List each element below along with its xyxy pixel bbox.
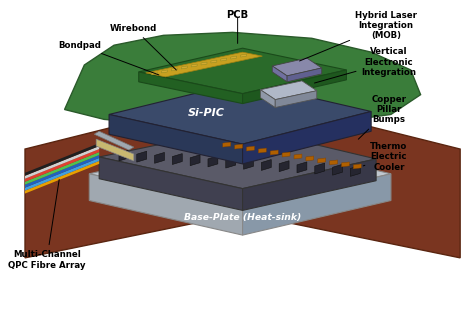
Text: PCB: PCB	[227, 10, 249, 19]
Polygon shape	[25, 143, 99, 176]
Polygon shape	[333, 164, 343, 175]
Polygon shape	[211, 60, 217, 63]
Polygon shape	[99, 127, 376, 188]
Polygon shape	[152, 72, 157, 75]
Polygon shape	[181, 66, 187, 69]
Text: Copper
Pillar
Bumps: Copper Pillar Bumps	[358, 95, 406, 139]
Polygon shape	[221, 58, 227, 61]
Polygon shape	[146, 52, 262, 77]
Text: Bondpad: Bondpad	[58, 41, 159, 75]
Polygon shape	[350, 166, 360, 176]
Polygon shape	[137, 151, 146, 162]
Polygon shape	[94, 131, 134, 150]
Polygon shape	[258, 148, 266, 153]
Polygon shape	[25, 158, 99, 191]
Polygon shape	[275, 91, 317, 108]
Polygon shape	[201, 62, 207, 65]
Polygon shape	[25, 161, 99, 193]
Polygon shape	[306, 156, 314, 161]
Polygon shape	[162, 70, 167, 73]
Polygon shape	[272, 58, 322, 76]
Polygon shape	[190, 155, 200, 166]
Polygon shape	[25, 146, 99, 179]
Polygon shape	[315, 163, 325, 174]
Text: Thermo
Electric
Cooler: Thermo Electric Cooler	[363, 142, 408, 172]
Polygon shape	[64, 32, 420, 124]
Polygon shape	[109, 82, 371, 144]
Polygon shape	[241, 54, 246, 57]
Polygon shape	[287, 68, 322, 82]
Polygon shape	[191, 64, 197, 67]
Polygon shape	[270, 150, 278, 155]
Polygon shape	[353, 164, 361, 169]
Polygon shape	[297, 162, 307, 173]
Polygon shape	[341, 162, 349, 167]
Polygon shape	[139, 72, 243, 104]
Polygon shape	[244, 158, 254, 169]
Polygon shape	[25, 149, 99, 182]
Polygon shape	[99, 157, 243, 210]
Polygon shape	[173, 154, 182, 164]
Polygon shape	[208, 156, 218, 167]
Polygon shape	[329, 160, 337, 165]
Polygon shape	[25, 95, 460, 258]
Polygon shape	[243, 174, 391, 235]
Text: Hybrid Laser
Integration
(MOB): Hybrid Laser Integration (MOB)	[300, 11, 417, 61]
Text: Base-Plate (Heat-sink): Base-Plate (Heat-sink)	[184, 213, 301, 222]
Polygon shape	[243, 112, 371, 164]
Polygon shape	[235, 144, 243, 149]
Polygon shape	[318, 158, 326, 163]
Polygon shape	[155, 152, 164, 163]
Polygon shape	[89, 139, 391, 208]
Polygon shape	[172, 68, 177, 71]
Text: Si-PIC: Si-PIC	[188, 108, 225, 118]
Text: Vertical
Electronic
Integration: Vertical Electronic Integration	[314, 47, 417, 83]
Polygon shape	[243, 70, 346, 104]
Polygon shape	[246, 146, 255, 151]
Polygon shape	[96, 139, 134, 161]
Text: Multi-Channel
QPC Fibre Array: Multi-Channel QPC Fibre Array	[8, 180, 85, 269]
Polygon shape	[139, 48, 346, 94]
Polygon shape	[282, 152, 290, 157]
Polygon shape	[260, 81, 317, 99]
Polygon shape	[25, 152, 99, 185]
Polygon shape	[226, 157, 236, 168]
Polygon shape	[243, 159, 376, 210]
Polygon shape	[223, 142, 231, 147]
Text: Wirebond: Wirebond	[110, 24, 176, 70]
Polygon shape	[231, 56, 237, 59]
Polygon shape	[109, 114, 243, 164]
Polygon shape	[25, 155, 99, 188]
Polygon shape	[119, 150, 129, 161]
Polygon shape	[261, 159, 271, 171]
Polygon shape	[89, 174, 243, 235]
Polygon shape	[260, 90, 275, 108]
Polygon shape	[272, 66, 287, 82]
Polygon shape	[294, 154, 302, 159]
Polygon shape	[279, 161, 289, 171]
